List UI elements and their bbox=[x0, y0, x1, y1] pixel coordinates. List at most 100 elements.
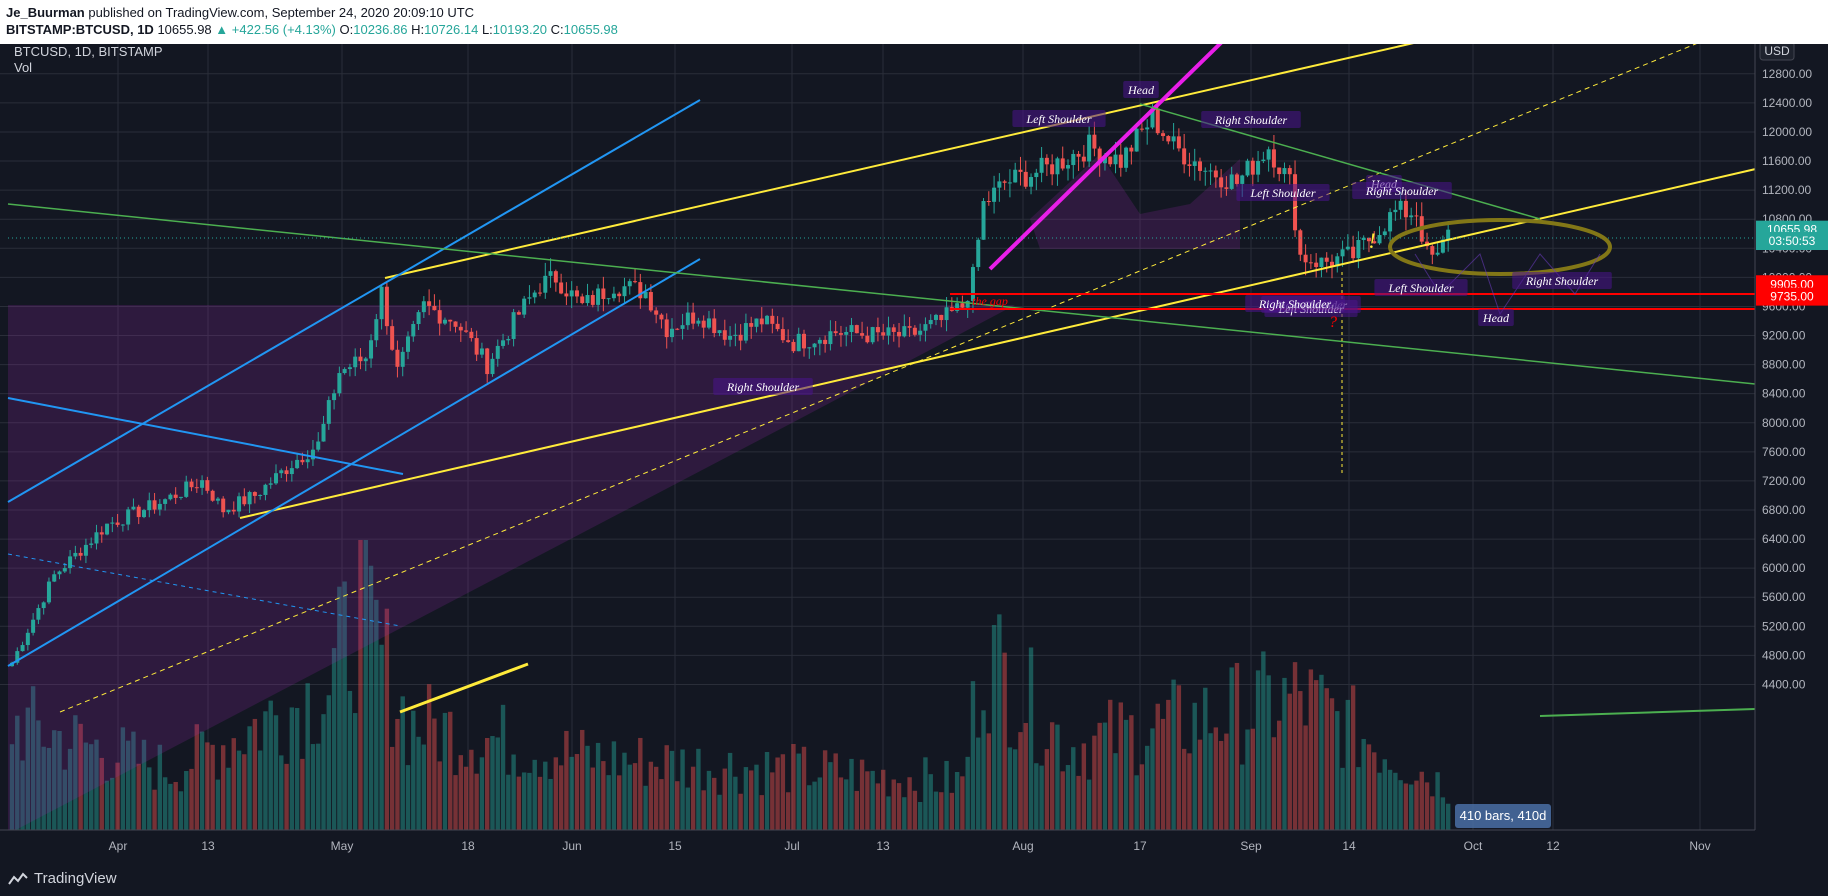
time-tick-label: 13 bbox=[201, 839, 215, 853]
annotation-label[interactable]: Right Shoulder bbox=[1525, 274, 1599, 288]
annotation-label[interactable]: Left Shoulder bbox=[1026, 112, 1092, 126]
annotation-label[interactable]: Left Shoulder bbox=[1250, 186, 1316, 200]
annotation-label[interactable]: Right Shoulder bbox=[726, 380, 800, 394]
candle-body bbox=[384, 286, 389, 327]
candle-body bbox=[706, 318, 711, 328]
volume-bar bbox=[231, 738, 236, 830]
bars-count-text: 410 bars, 410d bbox=[1460, 808, 1547, 823]
legend-title: BTCUSD, 1D, BITSTAMP bbox=[14, 44, 163, 59]
annotation-label[interactable]: ? bbox=[1329, 314, 1337, 331]
volume-bar bbox=[104, 780, 110, 830]
price-tick-label: 5600.00 bbox=[1762, 590, 1806, 604]
candle-body bbox=[691, 312, 696, 324]
candle-body bbox=[1108, 156, 1113, 165]
candle-body bbox=[770, 315, 775, 324]
volume-bar bbox=[1044, 749, 1050, 830]
volume-bar bbox=[421, 744, 427, 830]
annotation-label-bg bbox=[1352, 182, 1452, 199]
volume-bar bbox=[1108, 699, 1113, 830]
currency-button[interactable]: USD bbox=[1759, 44, 1795, 61]
volume-bar bbox=[448, 711, 453, 830]
author-name[interactable]: Je_Buurman bbox=[6, 5, 85, 20]
olive-ellipse[interactable] bbox=[1388, 218, 1612, 276]
blue-descending-line[interactable] bbox=[7, 397, 404, 475]
magenta-trendline[interactable] bbox=[988, 44, 1230, 271]
price-tick-label: 12800.00 bbox=[1762, 67, 1812, 81]
volume-bar bbox=[310, 744, 316, 830]
candle-body bbox=[474, 338, 479, 355]
volume-bar bbox=[157, 744, 163, 830]
candle-body bbox=[1118, 154, 1123, 168]
candle-body bbox=[1034, 172, 1039, 178]
volume-bar bbox=[749, 770, 754, 830]
candle-body bbox=[611, 293, 616, 299]
candle-body bbox=[326, 400, 331, 424]
candle-body bbox=[1150, 108, 1155, 128]
volume-bar bbox=[1345, 699, 1351, 830]
candle-body bbox=[1145, 127, 1150, 130]
annotation-label[interactable]: ! bbox=[1368, 228, 1375, 253]
volume-bar bbox=[659, 779, 664, 830]
volume-bar bbox=[1440, 797, 1446, 830]
price-chart[interactable]: Head Left Shoulder Right Shoulder Right Sho… bbox=[0, 44, 1828, 863]
annotation-label[interactable]: Right Shoulder bbox=[1214, 113, 1288, 127]
volume-bar bbox=[1335, 711, 1340, 830]
open-label: O: bbox=[339, 22, 354, 37]
annotation-label[interactable]: Right Shoulder bbox=[1365, 184, 1439, 198]
candles bbox=[10, 104, 1451, 667]
blue-channel-upper[interactable] bbox=[7, 99, 701, 503]
volume-bar bbox=[870, 770, 875, 830]
symbol-line: BITSTAMP:BTCUSD, 1D 10655.98 ▲ +422.56 (… bbox=[6, 22, 618, 37]
volume-bar bbox=[36, 720, 41, 830]
yellow-short-line[interactable] bbox=[399, 662, 529, 714]
volume-bar bbox=[384, 608, 390, 830]
volume-bar bbox=[611, 741, 617, 830]
candle-body bbox=[1208, 170, 1213, 172]
volume-bar bbox=[1102, 722, 1108, 830]
annotation-label[interactable]: Head bbox=[1482, 311, 1510, 325]
green-bottom-line[interactable] bbox=[1539, 708, 1756, 717]
candle-body bbox=[1187, 164, 1192, 166]
candle-body bbox=[1361, 237, 1366, 241]
volume-bar bbox=[537, 776, 543, 830]
price-tag-label: 9735.00 bbox=[1770, 290, 1814, 304]
annotation-label[interactable]: Head bbox=[1127, 83, 1155, 97]
candle-body bbox=[1298, 230, 1303, 255]
candle-body bbox=[1176, 136, 1181, 149]
candle-body bbox=[321, 423, 326, 442]
time-tick-label: Oct bbox=[1464, 839, 1483, 853]
time-axis-bg bbox=[0, 830, 1828, 863]
volume-bar bbox=[981, 710, 986, 830]
candle-body bbox=[738, 334, 743, 341]
blue-dashed-line[interactable] bbox=[7, 553, 401, 627]
annotation-label[interactable]: the gap bbox=[972, 294, 1008, 308]
green-descending-line[interactable] bbox=[7, 203, 1756, 385]
candle-body bbox=[759, 318, 764, 325]
volume-bar bbox=[374, 599, 379, 830]
yellow-dashed-trendline[interactable] bbox=[59, 44, 1720, 713]
price-axis[interactable]: 12800.00 12400.00 12000.00 11600.00 11200.00… bbox=[1754, 44, 1828, 863]
blue-channel-lower[interactable] bbox=[7, 258, 701, 667]
candle-body bbox=[15, 651, 20, 663]
volume-bar bbox=[638, 737, 643, 830]
volume-bar bbox=[696, 748, 701, 830]
volume-bar bbox=[1313, 680, 1319, 830]
annotation-label[interactable]: Right Shoulder bbox=[1258, 297, 1332, 311]
tradingview-logo[interactable]: TradingView bbox=[8, 870, 117, 887]
candle-body bbox=[1224, 187, 1229, 189]
yellow-trendline-lower[interactable] bbox=[239, 167, 1761, 519]
candle-body bbox=[427, 301, 432, 306]
time-axis[interactable]: Apr 13 May 18 Jun 15 Jul 13 Aug 17 Sep 14 Oct 12 Nov bbox=[0, 829, 1828, 863]
candle-body bbox=[812, 343, 817, 348]
volume-bar bbox=[1176, 685, 1182, 830]
volume-label: Vol bbox=[14, 60, 32, 75]
volume-bar bbox=[1255, 670, 1261, 830]
volume-bar bbox=[67, 748, 73, 830]
candle-body bbox=[1398, 200, 1403, 210]
volume-bar bbox=[902, 797, 907, 830]
annotation-label[interactable]: Left Shoulder bbox=[1388, 281, 1454, 295]
volume-bar bbox=[849, 758, 854, 830]
volume-bars bbox=[9, 540, 1451, 830]
candle-body bbox=[142, 510, 146, 518]
time-tick-label: Nov bbox=[1689, 839, 1710, 853]
